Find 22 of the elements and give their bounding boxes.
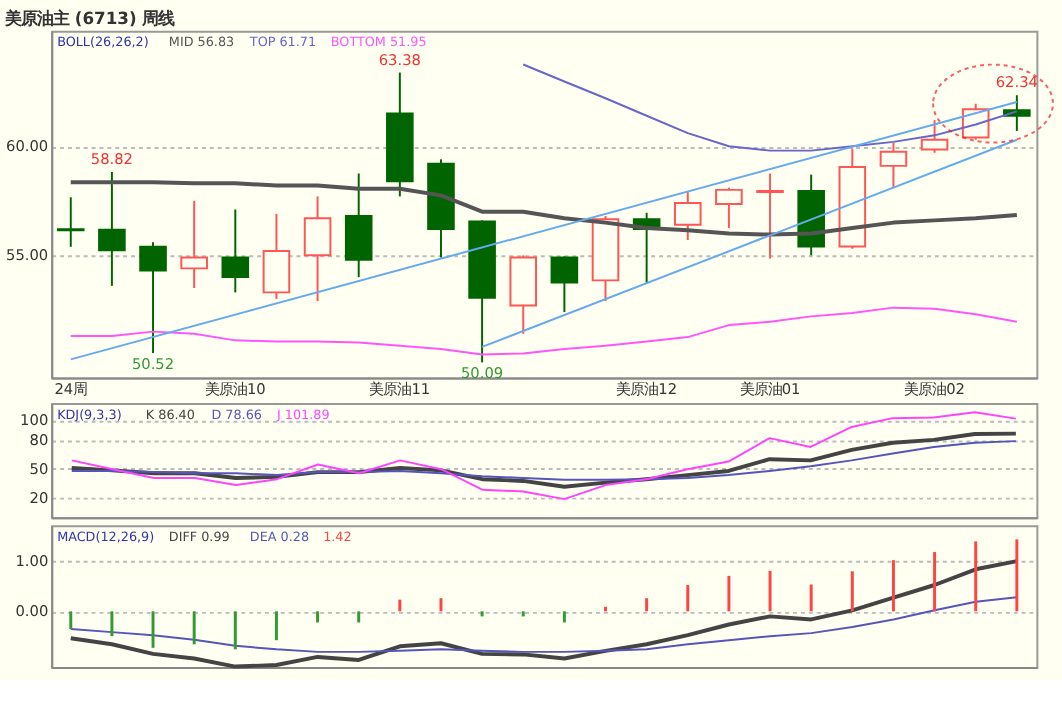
candlestick [879,141,908,189]
candlestick [509,254,538,335]
candlestick [98,171,126,287]
candlestick [756,172,784,260]
candlestick [673,189,702,242]
candlestick [139,241,167,354]
candlestick [262,212,291,300]
candlestick [303,195,332,303]
line-series [69,596,1018,653]
line-series [69,431,1018,489]
line-series [68,559,1019,669]
candlestick [344,172,373,279]
candlestick [221,208,250,294]
chart-title: 美原油主 (6713) 周线 [2,7,175,28]
line-series [68,180,1019,237]
line-series [69,306,1018,356]
candlestick [56,196,85,248]
candlestick [920,119,949,154]
candlestick [180,199,208,290]
candlestick [550,255,579,313]
candlestick [715,186,743,230]
line-series [70,440,1017,481]
